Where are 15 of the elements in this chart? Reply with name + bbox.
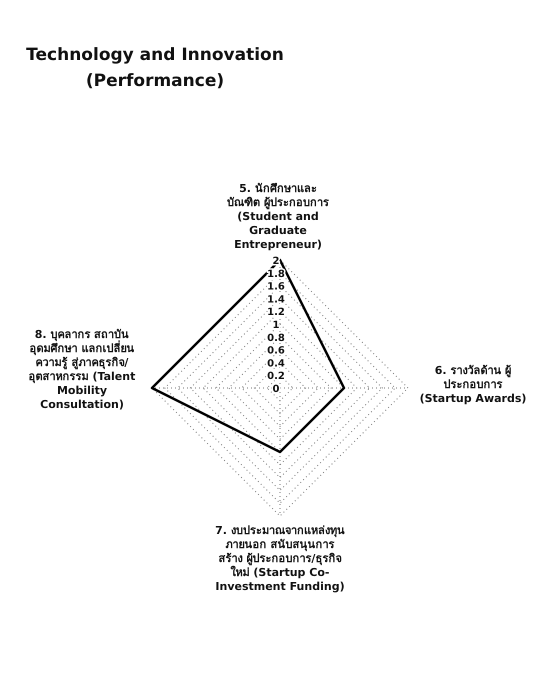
y-tick-label: 0: [272, 384, 280, 395]
y-tick-label: 1.2: [267, 307, 285, 318]
y-tick-label: 0.4: [267, 358, 285, 370]
spoke-label: 6. รางวัลด้าน ผู้ประกอบการ (Startup Awards): [418, 364, 528, 406]
y-tick-label: 0.2: [267, 371, 285, 382]
y-tick-label: 0.6: [267, 346, 285, 357]
y-tick-label: 1.4: [267, 294, 285, 306]
y-tick-label: 1: [272, 320, 280, 331]
spoke-label: 8. บุคลากร สถาบันอุดมศึกษา แลกเปลี่ยน ความรู้ สู่ภาคธุรกิจ/ อุตสาหกรรม (Talent Mobility Consultation): [28, 328, 136, 412]
y-tick-label: 0.8: [267, 332, 285, 344]
spoke-label: 7. งบประมาณจากแหล่งทุนภายนอก สนับสนุนการสร้าง ผู้ประกอบการ/ธุรกิจ ใหม่ (Startup Co-Investment Funding): [215, 524, 345, 594]
chart-title: Technology and Innovation (Performance): [25, 44, 285, 93]
y-tick-label: 1.8: [267, 268, 285, 280]
spoke-label: 5. นักศึกษาและบัณฑิต ผู้ประกอบการ (Student and Graduate Entrepreneur): [226, 182, 330, 252]
y-tick-label: 1.6: [267, 282, 285, 293]
